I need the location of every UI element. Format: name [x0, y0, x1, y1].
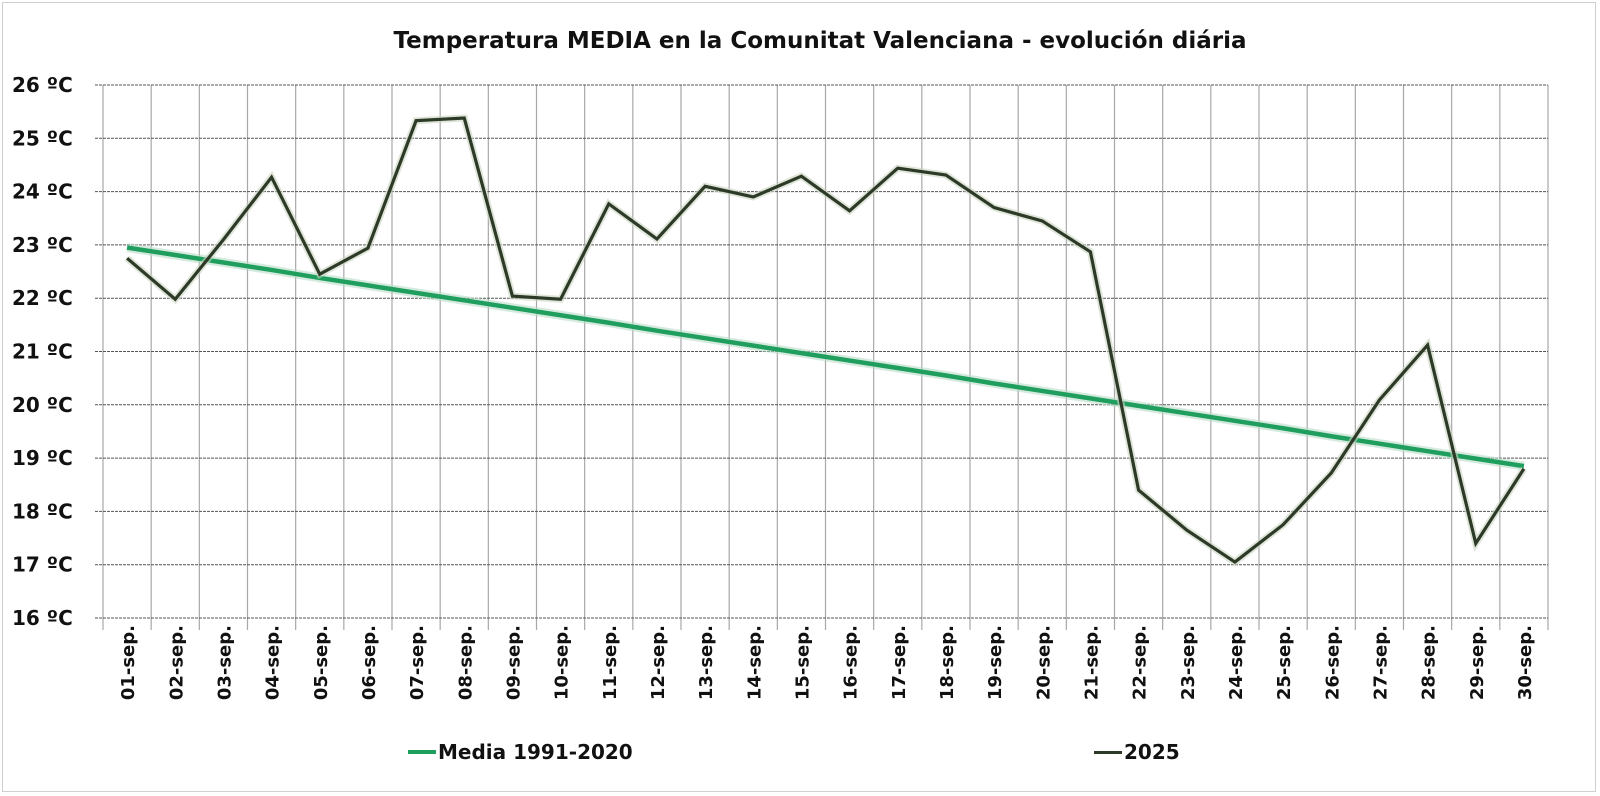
y-tick-label: 17 ºC [12, 553, 73, 577]
y-tick-label: 18 ºC [12, 499, 73, 523]
x-tick-label: 14-sep. [744, 625, 765, 700]
y-tick-label: 19 ºC [12, 446, 73, 470]
x-tick-label: 24-sep. [1226, 625, 1247, 700]
x-tick-label: 18-sep. [937, 625, 958, 700]
x-tick-label: 20-sep. [1033, 625, 1054, 700]
x-tick-label: 03-sep. [214, 625, 235, 700]
x-tick-label: 12-sep. [648, 625, 669, 700]
x-tick-label: 25-sep. [1274, 625, 1295, 700]
x-tick-label: 02-sep. [166, 625, 187, 700]
y-tick-label: 24 ºC [12, 180, 73, 204]
x-tick-label: 15-sep. [792, 625, 813, 700]
x-tick-label: 06-sep. [359, 625, 380, 700]
x-tick-label: 29-sep. [1467, 625, 1488, 700]
x-tick-label: 17-sep. [889, 625, 910, 700]
x-tick-label: 05-sep. [311, 625, 332, 700]
legend-label-media: Media 1991-2020 [438, 740, 633, 764]
y-tick-label: 22 ºC [12, 286, 73, 310]
x-tick-label: 11-sep. [600, 625, 621, 700]
chart-title: Temperatura MEDIA en la Comunitat Valenc… [393, 28, 1247, 54]
x-tick-label: 28-sep. [1419, 625, 1440, 700]
y-tick-label: 20 ºC [12, 393, 73, 417]
y-tick-label: 23 ºC [12, 233, 73, 257]
x-tick-label: 30-sep. [1515, 625, 1536, 700]
series-line-media [126, 245, 1525, 469]
x-tick-label: 16-sep. [841, 625, 862, 700]
y-tick-label: 21 ºC [12, 340, 73, 364]
x-tick-label: 27-sep. [1370, 625, 1391, 700]
legend-label-2025: 2025 [1124, 740, 1180, 764]
legend-swatch-media [408, 750, 436, 754]
x-tick-label: 10-sep. [552, 625, 573, 700]
legend-swatch-2025 [1094, 750, 1122, 754]
x-tick-label: 22-sep. [1130, 625, 1151, 700]
y-tick-label: 16 ºC [12, 606, 73, 630]
legend-item-2025: 2025 [1094, 740, 1180, 764]
x-tick-label: 07-sep. [407, 625, 428, 700]
y-tick-label: 26 ºC [12, 73, 73, 97]
x-tick-label: 23-sep. [1178, 625, 1199, 700]
x-tick-label: 04-sep. [263, 625, 284, 700]
x-tick-label: 26-sep. [1322, 625, 1343, 700]
x-tick-label: 09-sep. [503, 625, 524, 700]
legend-item-media: Media 1991-2020 [408, 740, 633, 764]
x-tick-label: 08-sep. [455, 625, 476, 700]
x-tick-label: 19-sep. [985, 625, 1006, 700]
series-line-2025 [126, 116, 1526, 565]
x-tick-label: 21-sep. [1081, 625, 1102, 700]
x-tick-label: 13-sep. [696, 625, 717, 700]
x-tick-label: 01-sep. [118, 625, 139, 700]
y-tick-label: 25 ºC [12, 126, 73, 150]
